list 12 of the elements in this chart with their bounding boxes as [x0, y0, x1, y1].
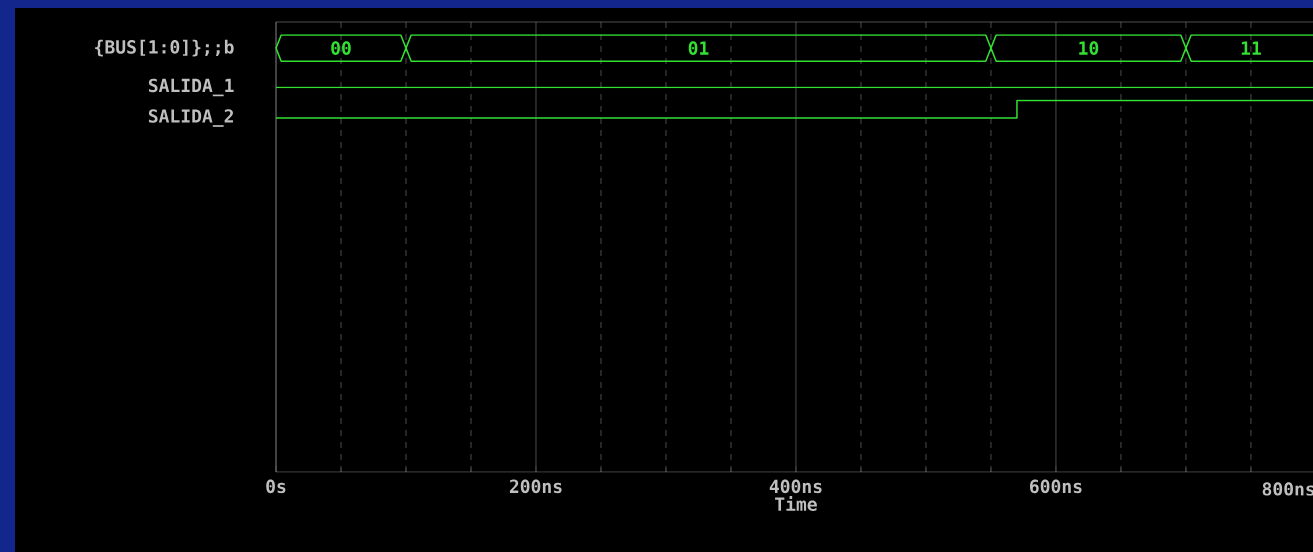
- x-tick-label: 200ns: [509, 479, 562, 494]
- text: SALIDA_1: [148, 78, 234, 97]
- text: {BUS[1:0]};;b: [95, 39, 234, 57]
- x-tick-label: 600ns: [1030, 479, 1082, 494]
- annotation: 10: [1079, 41, 1099, 55]
- annotation: 11: [1241, 41, 1261, 55]
- annotation: 01: [688, 41, 709, 55]
- x-tick-label: 400ns: [769, 479, 822, 494]
- x-tick-label: 0s: [266, 479, 286, 494]
- annotation: 00: [331, 41, 351, 55]
- text: SALIDA_2: [148, 109, 233, 127]
- x-axis-title: Time: [775, 496, 817, 511]
